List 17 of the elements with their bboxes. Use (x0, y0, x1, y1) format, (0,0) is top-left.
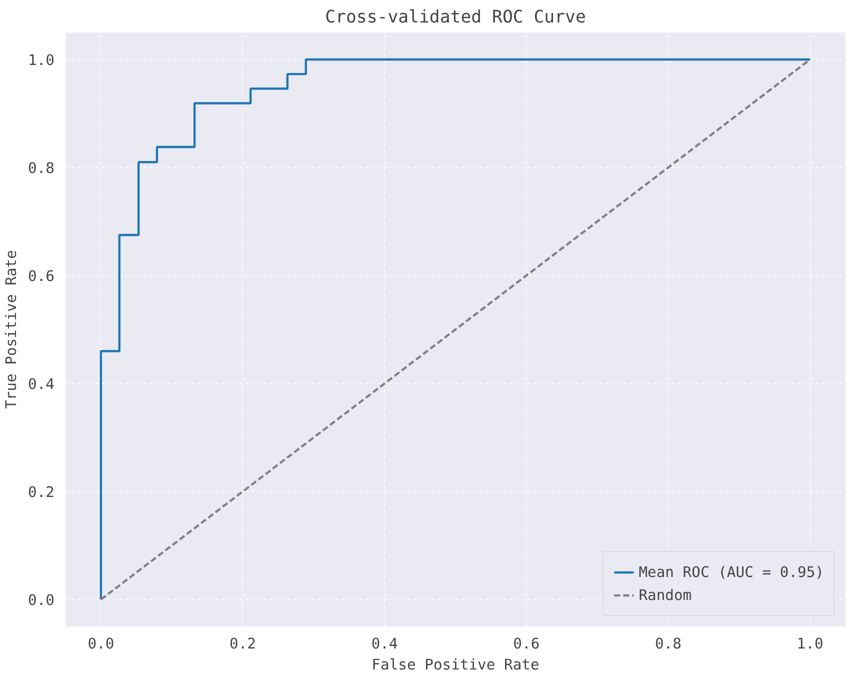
y-tick-label: 0.8 (28, 160, 55, 177)
legend-label: Mean ROC (AUC = 0.95) (638, 564, 824, 580)
x-tick-label: 0.8 (654, 636, 682, 652)
y-tick-label: 0.0 (28, 592, 55, 609)
x-tick-label: 0.0 (88, 636, 114, 652)
y-tick-label: 0.2 (28, 484, 55, 501)
x-axis-title: False Positive Rate (372, 656, 540, 674)
y-axis-title: True Positive Rate (3, 250, 20, 409)
x-tick-label: 1.0 (796, 636, 824, 652)
y-tick-label: 0.4 (28, 376, 55, 393)
y-tick-label: 0.6 (28, 268, 55, 285)
x-tick-label: 0.4 (371, 636, 398, 652)
y-tick-label: 1.0 (28, 52, 55, 69)
chart-title: Cross-validated ROC Curve (325, 8, 586, 28)
x-tick-label: 0.2 (230, 636, 256, 652)
x-tick-label: 0.6 (513, 636, 540, 652)
legend-label: Random (638, 586, 692, 604)
